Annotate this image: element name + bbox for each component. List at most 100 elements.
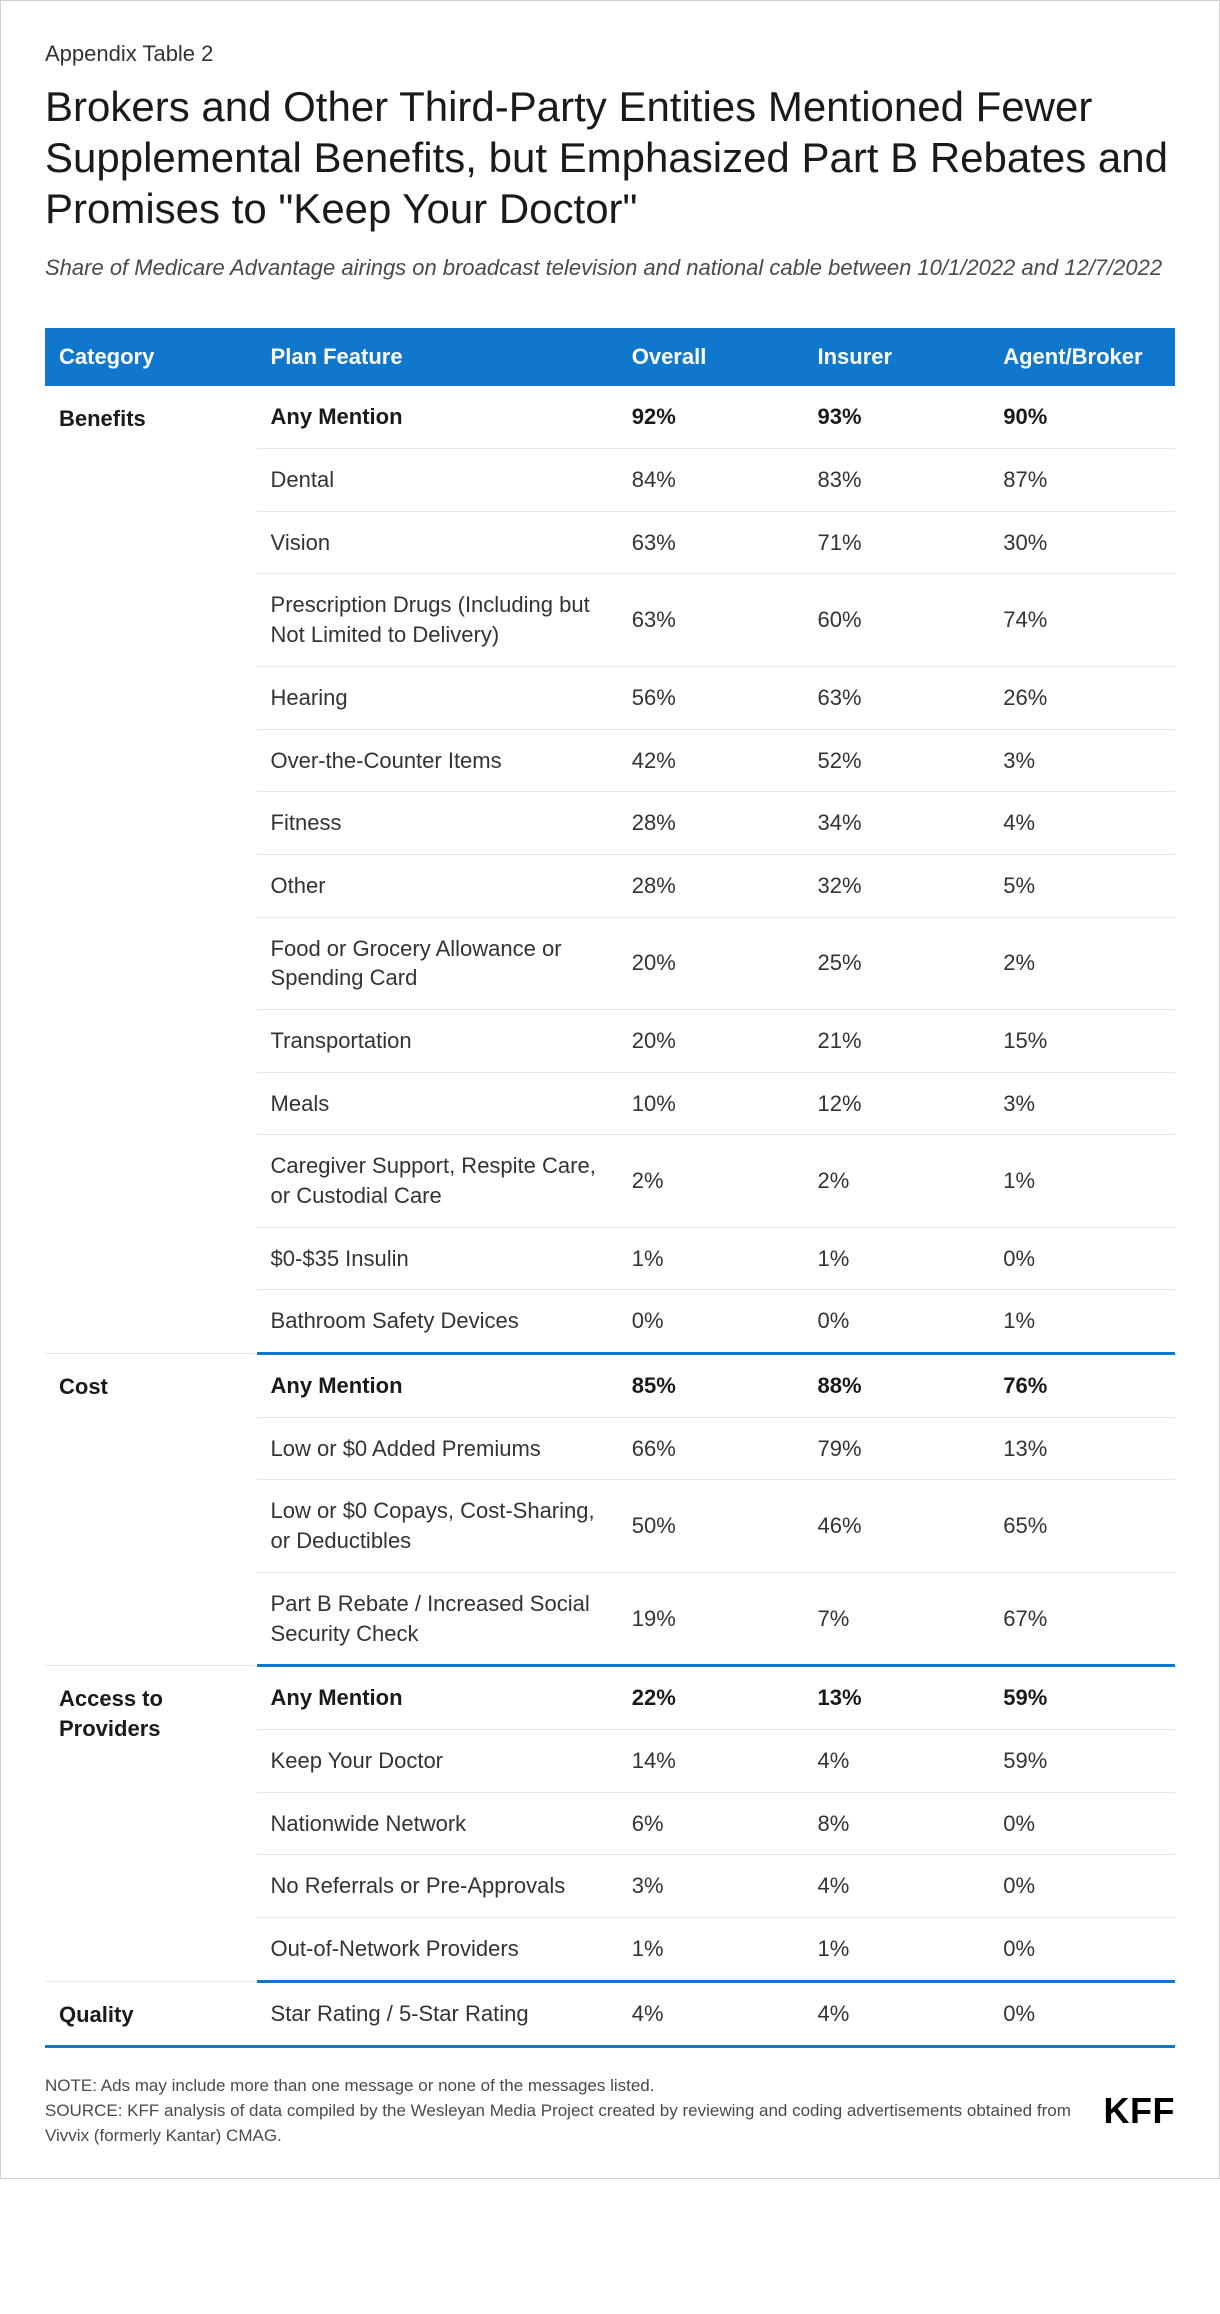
value-cell: 1% xyxy=(803,1227,989,1290)
feature-cell: Vision xyxy=(257,511,618,574)
feature-cell: Meals xyxy=(257,1072,618,1135)
value-cell: 87% xyxy=(989,449,1175,512)
value-cell: 90% xyxy=(989,386,1175,448)
value-cell: 1% xyxy=(618,1917,804,1981)
value-cell: 60% xyxy=(803,574,989,666)
value-cell: 2% xyxy=(989,917,1175,1009)
value-cell: 13% xyxy=(803,1666,989,1730)
value-cell: 34% xyxy=(803,792,989,855)
value-cell: 0% xyxy=(989,1981,1175,2047)
table-header-row: Category Plan Feature Overall Insurer Ag… xyxy=(45,328,1175,386)
table-row: Access to ProvidersAny Mention22%13%59% xyxy=(45,1666,1175,1730)
value-cell: 4% xyxy=(803,1855,989,1918)
value-cell: 59% xyxy=(989,1666,1175,1730)
value-cell: 28% xyxy=(618,792,804,855)
footnotes: NOTE: Ads may include more than one mess… xyxy=(45,2074,1080,2148)
category-cell: Quality xyxy=(45,1981,257,2047)
value-cell: 0% xyxy=(989,1227,1175,1290)
value-cell: 0% xyxy=(803,1290,989,1354)
value-cell: 32% xyxy=(803,854,989,917)
value-cell: 25% xyxy=(803,917,989,1009)
value-cell: 66% xyxy=(618,1417,804,1480)
value-cell: 88% xyxy=(803,1354,989,1418)
feature-cell: Any Mention xyxy=(257,386,618,448)
value-cell: 76% xyxy=(989,1354,1175,1418)
feature-cell: Other xyxy=(257,854,618,917)
value-cell: 14% xyxy=(618,1729,804,1792)
feature-cell: Keep Your Doctor xyxy=(257,1729,618,1792)
category-cell: Cost xyxy=(45,1354,257,1666)
col-plan-feature: Plan Feature xyxy=(257,328,618,386)
kff-logo: KFF xyxy=(1104,2090,1175,2132)
value-cell: 19% xyxy=(618,1572,804,1665)
value-cell: 0% xyxy=(989,1855,1175,1918)
value-cell: 30% xyxy=(989,511,1175,574)
value-cell: 42% xyxy=(618,729,804,792)
value-cell: 50% xyxy=(618,1480,804,1572)
value-cell: 84% xyxy=(618,449,804,512)
value-cell: 92% xyxy=(618,386,804,448)
feature-cell: Prescription Drugs (Including but Not Li… xyxy=(257,574,618,666)
value-cell: 28% xyxy=(618,854,804,917)
value-cell: 3% xyxy=(989,1072,1175,1135)
source-text: SOURCE: KFF analysis of data compiled by… xyxy=(45,2099,1080,2148)
value-cell: 0% xyxy=(989,1792,1175,1855)
feature-cell: Caregiver Support, Respite Care, or Cust… xyxy=(257,1135,618,1227)
value-cell: 2% xyxy=(803,1135,989,1227)
value-cell: 79% xyxy=(803,1417,989,1480)
value-cell: 1% xyxy=(618,1227,804,1290)
value-cell: 59% xyxy=(989,1729,1175,1792)
value-cell: 0% xyxy=(618,1290,804,1354)
value-cell: 20% xyxy=(618,1009,804,1072)
value-cell: 63% xyxy=(803,666,989,729)
category-cell: Benefits xyxy=(45,386,257,1353)
value-cell: 1% xyxy=(989,1135,1175,1227)
feature-cell: Transportation xyxy=(257,1009,618,1072)
category-cell: Access to Providers xyxy=(45,1666,257,1981)
table-row: CostAny Mention85%88%76% xyxy=(45,1354,1175,1418)
feature-cell: Hearing xyxy=(257,666,618,729)
feature-cell: Fitness xyxy=(257,792,618,855)
value-cell: 20% xyxy=(618,917,804,1009)
value-cell: 85% xyxy=(618,1354,804,1418)
value-cell: 46% xyxy=(803,1480,989,1572)
feature-cell: $0-$35 Insulin xyxy=(257,1227,618,1290)
value-cell: 83% xyxy=(803,449,989,512)
col-insurer: Insurer xyxy=(803,328,989,386)
kicker: Appendix Table 2 xyxy=(45,41,1175,67)
feature-cell: Over-the-Counter Items xyxy=(257,729,618,792)
feature-cell: Nationwide Network xyxy=(257,1792,618,1855)
value-cell: 3% xyxy=(989,729,1175,792)
feature-cell: Low or $0 Copays, Cost-Sharing, or Deduc… xyxy=(257,1480,618,1572)
value-cell: 15% xyxy=(989,1009,1175,1072)
table-card: Appendix Table 2 Brokers and Other Third… xyxy=(0,0,1220,2179)
value-cell: 4% xyxy=(989,792,1175,855)
feature-cell: Low or $0 Added Premiums xyxy=(257,1417,618,1480)
col-category: Category xyxy=(45,328,257,386)
value-cell: 67% xyxy=(989,1572,1175,1665)
value-cell: 5% xyxy=(989,854,1175,917)
value-cell: 10% xyxy=(618,1072,804,1135)
feature-cell: Bathroom Safety Devices xyxy=(257,1290,618,1354)
value-cell: 8% xyxy=(803,1792,989,1855)
value-cell: 4% xyxy=(803,1729,989,1792)
value-cell: 1% xyxy=(803,1917,989,1981)
value-cell: 93% xyxy=(803,386,989,448)
value-cell: 12% xyxy=(803,1072,989,1135)
subtitle: Share of Medicare Advantage airings on b… xyxy=(45,253,1175,283)
value-cell: 22% xyxy=(618,1666,804,1730)
value-cell: 63% xyxy=(618,574,804,666)
value-cell: 7% xyxy=(803,1572,989,1665)
value-cell: 74% xyxy=(989,574,1175,666)
note-text: NOTE: Ads may include more than one mess… xyxy=(45,2074,1080,2099)
col-agent-broker: Agent/Broker xyxy=(989,328,1175,386)
feature-cell: Food or Grocery Allowance or Spending Ca… xyxy=(257,917,618,1009)
table-row: BenefitsAny Mention92%93%90% xyxy=(45,386,1175,448)
feature-cell: Star Rating / 5-Star Rating xyxy=(257,1981,618,2047)
value-cell: 0% xyxy=(989,1917,1175,1981)
col-overall: Overall xyxy=(618,328,804,386)
value-cell: 4% xyxy=(803,1981,989,2047)
value-cell: 56% xyxy=(618,666,804,729)
value-cell: 4% xyxy=(618,1981,804,2047)
value-cell: 63% xyxy=(618,511,804,574)
